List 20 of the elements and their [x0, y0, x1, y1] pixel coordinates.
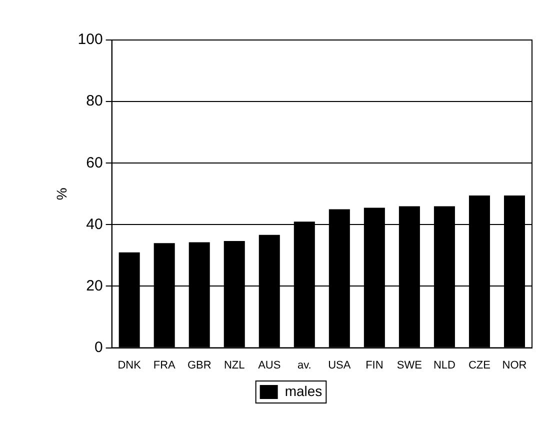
x-tick-label: GBR [187, 359, 212, 372]
x-tick-label: FRA [153, 359, 176, 372]
x-tick-label: SWE [396, 359, 422, 372]
x-tick-label: USA [328, 359, 352, 372]
x-tick-label: DNK [118, 359, 142, 372]
x-tick-label: NZL [224, 359, 245, 372]
y-tick-label: 100 [78, 31, 103, 48]
x-tick-label: AUS [258, 359, 281, 372]
y-tick-label: 60 [86, 154, 103, 172]
x-tick-label: NLD [433, 359, 456, 372]
x-tick-label: av. [297, 359, 312, 372]
y-tick-label: 80 [86, 92, 103, 110]
y-tick-label: 20 [86, 277, 103, 294]
legend-label: males [284, 382, 322, 399]
y-tick-label: 40 [86, 216, 103, 233]
y-tick-label: 0 [94, 338, 103, 356]
y-axis-title: % [53, 188, 70, 200]
x-tick-label: FIN [366, 359, 384, 372]
x-tick-label: CZE [468, 359, 490, 372]
x-tick-label: NOR [502, 359, 527, 372]
